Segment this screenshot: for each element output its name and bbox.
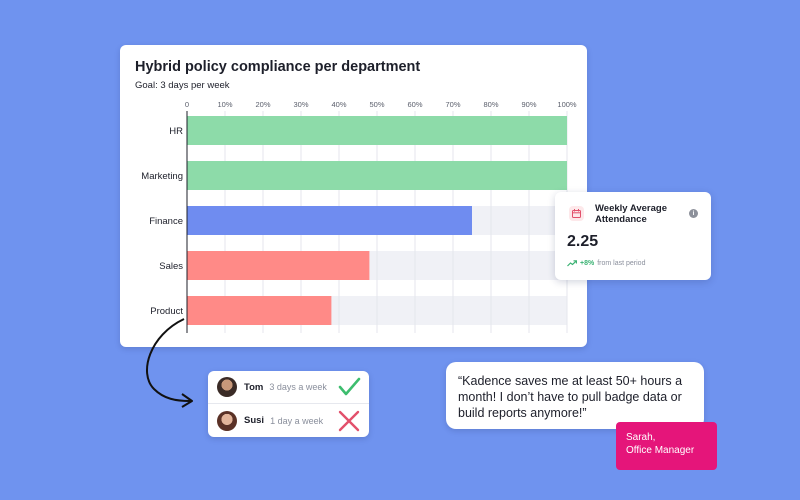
x-tick-label: 30% (293, 100, 308, 109)
bar (187, 116, 567, 145)
x-tick-label: 0 (185, 100, 189, 109)
info-icon[interactable]: i (689, 209, 698, 218)
author-name: Sarah, (626, 432, 656, 443)
author-title: Office Manager (626, 445, 695, 456)
x-tick-label: 90% (521, 100, 536, 109)
stat-title: Weekly Average Attendance (595, 203, 667, 225)
compliance-bar-chart: 0 10% 20% 30% 40% 50% 60% 70% 80% 90% 100% HR Market… (141, 100, 577, 333)
chart-subtitle: Goal: 3 days per week (135, 80, 230, 91)
avatar (217, 377, 237, 397)
curved-arrow-graphic (146, 318, 193, 408)
testimonial-author-tag: Sarah, Office Manager (616, 422, 717, 470)
category-label: Product (150, 306, 183, 317)
weekly-attendance-card: Weekly Average Attendance i 2.25 +8% fro… (555, 192, 711, 280)
category-label: Sales (159, 261, 183, 272)
x-tick-label: 20% (255, 100, 270, 109)
category-label: Marketing (141, 171, 183, 182)
avatar (217, 410, 237, 431)
x-tick-label: 10% (217, 100, 232, 109)
trend-up-icon (567, 260, 577, 267)
cross-icon (338, 410, 360, 432)
bar (187, 296, 332, 325)
x-tick-label: 100% (557, 100, 577, 109)
employee-row[interactable]: Susi 1 day a week (208, 404, 369, 437)
employee-name: Susi (244, 415, 265, 426)
x-tick-label: 80% (483, 100, 498, 109)
attendance-frequency: 3 days a week (269, 382, 327, 392)
category-label: HR (169, 126, 183, 137)
compliance-chart-card: 0 10% 20% 30% 40% 50% 60% 70% 80% 90% 100% HR Market… (120, 45, 587, 347)
employee-name: Tom (244, 381, 264, 393)
testimonial-quote: “Kadence saves me at least 50+ hours a m… (458, 374, 683, 420)
x-tick-label: 50% (369, 100, 384, 109)
stat-value: 2.25 (567, 233, 599, 250)
x-tick-label: 60% (407, 100, 422, 109)
x-tick-label: 40% (331, 100, 346, 109)
stat-change-label: from last period (597, 260, 646, 267)
attendance-frequency: 1 day a week (270, 415, 324, 426)
stat-change-value: +8% (580, 260, 595, 267)
testimonial-bubble: “Kadence saves me at least 50+ hours a m… (446, 362, 704, 429)
check-icon (338, 377, 361, 396)
bar (187, 161, 567, 190)
bar (187, 206, 472, 235)
stat-change: +8% from last period (567, 260, 645, 267)
employee-compliance-card: Tom 3 days a week Susi 1 day a week (208, 371, 369, 437)
employee-row[interactable]: Tom 3 days a week (208, 371, 369, 404)
category-label: Finance (149, 216, 183, 227)
x-tick-label: 70% (445, 100, 460, 109)
calendar-icon (569, 206, 584, 221)
chart-title: Hybrid policy compliance per department (135, 59, 421, 75)
bar (187, 251, 370, 280)
